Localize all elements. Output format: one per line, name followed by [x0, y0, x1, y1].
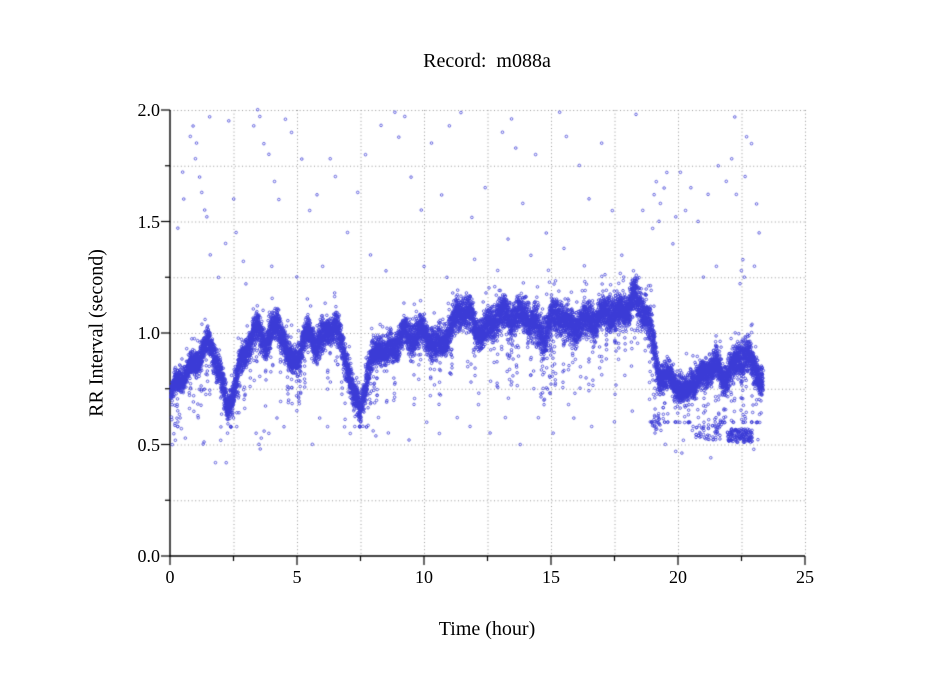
- x-tick-label: 10: [415, 567, 433, 587]
- chart-title: Record: m088a: [423, 50, 551, 72]
- y-tick-label: 1.5: [137, 211, 161, 232]
- x-axis-title: Time (hour): [438, 618, 536, 640]
- x-tick-label: 15: [542, 567, 560, 587]
- x-tick-label: 5: [292, 567, 302, 587]
- x-tick-label: 25: [796, 567, 814, 587]
- y-tick-label: 0.5: [137, 434, 161, 455]
- y-tick-label: 2.0: [137, 100, 161, 120]
- x-tick-label: 0: [165, 567, 175, 587]
- x-tick-label: 20: [669, 567, 687, 587]
- y-tick-label: 0.0: [137, 546, 161, 566]
- y-tick-label: 1.0: [137, 323, 161, 343]
